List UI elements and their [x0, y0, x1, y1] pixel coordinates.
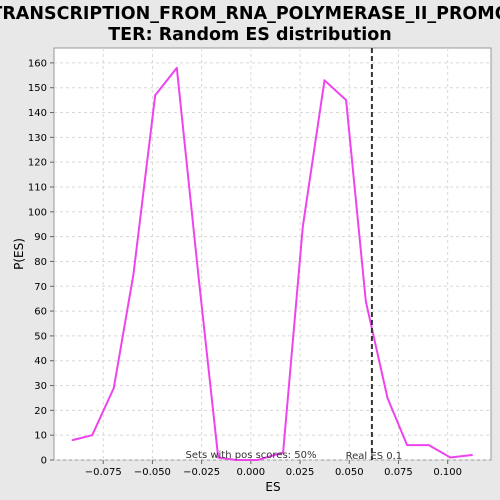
- data-point: [324, 79, 326, 81]
- x-tick-label: 0.075: [384, 467, 413, 478]
- data-point: [406, 444, 408, 446]
- y-axis-label: P(ES): [12, 238, 26, 270]
- y-tick-label: 90: [34, 232, 47, 243]
- data-point: [198, 275, 200, 277]
- y-tick-label: 120: [28, 158, 47, 169]
- y-tick-label: 10: [34, 431, 47, 442]
- data-point: [365, 300, 367, 302]
- y-tick-label: 100: [28, 207, 47, 218]
- x-tick-label: 0.000: [237, 467, 266, 478]
- data-point: [345, 99, 347, 101]
- data-point: [91, 434, 93, 436]
- y-tick-label: 80: [34, 257, 47, 268]
- x-axis-label: ES: [265, 480, 280, 494]
- data-point: [387, 397, 389, 399]
- x-tick-label: −0.075: [85, 467, 122, 478]
- pos-scores-label: Sets with pos scores: 50%: [186, 450, 317, 461]
- y-tick-label: 0: [41, 456, 47, 467]
- x-tick-label: −0.050: [134, 467, 171, 478]
- data-point: [428, 444, 430, 446]
- y-tick-label: 150: [28, 83, 47, 94]
- data-point: [113, 387, 115, 389]
- y-tick-label: 130: [28, 133, 47, 144]
- y-tick-label: 20: [34, 406, 47, 417]
- x-tick-label: −0.025: [183, 467, 220, 478]
- y-tick-label: 160: [28, 58, 47, 69]
- chart-title-line-2: TER: Random ES distribution: [108, 25, 392, 45]
- data-point: [471, 454, 473, 456]
- real-es-label: Real ES 0.1: [346, 451, 402, 462]
- y-tick-label: 40: [34, 356, 47, 367]
- y-tick-label: 50: [34, 331, 47, 342]
- y-tick-label: 30: [34, 381, 47, 392]
- y-tick-label: 140: [28, 108, 47, 119]
- y-tick-label: 110: [28, 182, 47, 193]
- data-point: [72, 439, 74, 441]
- y-tick-label: 60: [34, 307, 47, 318]
- data-point: [302, 226, 304, 228]
- chart-title-line-1: TRANSCRIPTION_FROM_RNA_POLYMERASE_II_PRO…: [0, 4, 500, 24]
- x-tick-label: 0.025: [286, 467, 315, 478]
- data-point: [176, 67, 178, 69]
- y-tick-label: 70: [34, 282, 47, 293]
- data-point: [450, 457, 452, 459]
- x-tick-label: 0.100: [433, 467, 462, 478]
- plot-area: [54, 48, 491, 460]
- x-tick-label: 0.050: [335, 467, 364, 478]
- data-point: [133, 273, 135, 275]
- data-point: [154, 94, 156, 96]
